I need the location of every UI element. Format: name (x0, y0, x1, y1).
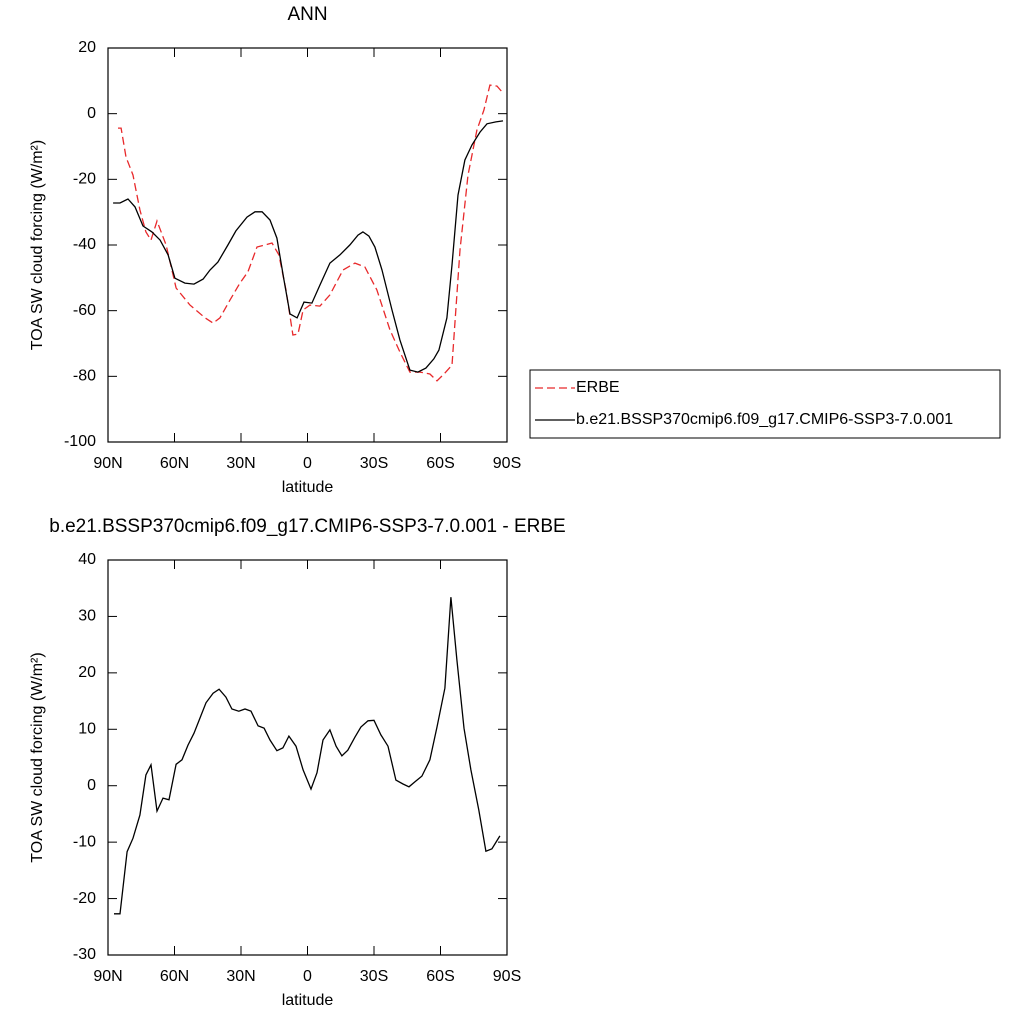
y-tick-label: -30 (73, 946, 96, 963)
plot-frame (107, 47, 508, 443)
x-tick-label: 0 (303, 968, 312, 985)
x-tick-label: 60N (160, 455, 189, 472)
x-axis-label: latitude (282, 992, 334, 1009)
series-line (114, 597, 501, 915)
legend-label: b.e21.BSSP370cmip6.f09_g17.CMIP6-SSP3-7.… (576, 411, 953, 428)
x-tick-label: 30N (226, 455, 255, 472)
chart-title: b.e21.BSSP370cmip6.f09_g17.CMIP6-SSP3-7.… (49, 516, 565, 537)
x-tick-label: 0 (303, 455, 312, 472)
y-tick-label: -20 (73, 890, 96, 907)
y-axis-label: TOA SW cloud forcing (W/m²) (29, 652, 46, 862)
y-tick-label: 0 (87, 105, 96, 122)
x-tick-label: 90N (93, 455, 122, 472)
y-tick-label: 20 (78, 664, 96, 681)
x-tick-label: 30N (226, 968, 255, 985)
x-tick-label: 60S (426, 968, 454, 985)
y-tick-label: 0 (87, 777, 96, 794)
y-tick-label: -100 (64, 433, 96, 450)
y-tick-label: 40 (78, 551, 96, 568)
x-tick-label: 90S (493, 968, 521, 985)
x-tick-label: 90S (493, 455, 521, 472)
y-tick-label: -40 (73, 236, 96, 253)
y-tick-label: -60 (73, 302, 96, 319)
y-tick-label: 30 (78, 608, 96, 625)
x-tick-label: 60S (426, 455, 454, 472)
y-tick-label: 10 (78, 721, 96, 738)
x-axis-label: latitude (282, 479, 334, 496)
x-tick-label: 60N (160, 968, 189, 985)
y-tick-label: -80 (73, 368, 96, 385)
legend-box (529, 369, 1001, 439)
x-tick-label: 30S (360, 455, 388, 472)
x-tick-label: 90N (93, 968, 122, 985)
y-tick-label: -10 (73, 833, 96, 850)
x-tick-label: 30S (360, 968, 388, 985)
y-tick-label: -20 (73, 171, 96, 188)
chart-title: ANN (287, 4, 327, 25)
series-line (113, 120, 504, 373)
legend-label: ERBE (576, 379, 620, 396)
plot-frame (107, 559, 508, 956)
y-tick-label: 20 (78, 39, 96, 56)
y-axis-label: TOA SW cloud forcing (W/m²) (29, 140, 46, 350)
series-line (118, 84, 504, 382)
